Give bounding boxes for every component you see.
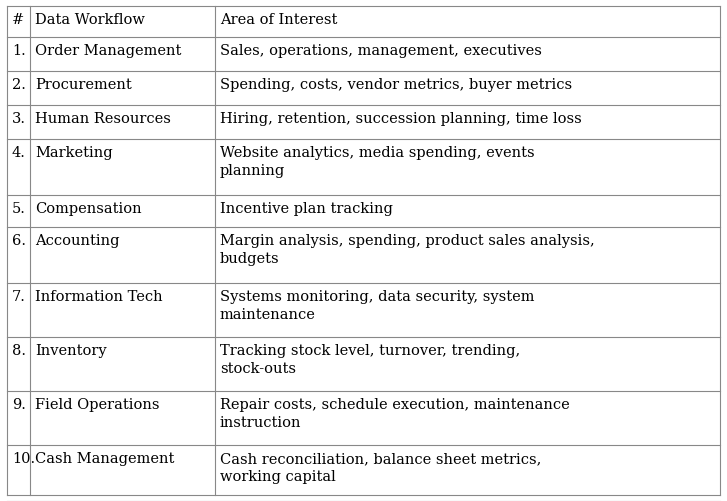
- Text: Website analytics, media spending, events
planning: Website analytics, media spending, event…: [220, 146, 534, 177]
- Text: 10.: 10.: [12, 451, 35, 465]
- Text: Data Workflow: Data Workflow: [35, 13, 145, 27]
- Text: Human Resources: Human Resources: [35, 112, 171, 126]
- Text: Incentive plan tracking: Incentive plan tracking: [220, 201, 393, 215]
- Text: Sales, operations, management, executives: Sales, operations, management, executive…: [220, 44, 542, 58]
- Text: 6.: 6.: [12, 233, 26, 247]
- Text: Cash reconciliation, balance sheet metrics,
working capital: Cash reconciliation, balance sheet metri…: [220, 451, 542, 483]
- Text: Repair costs, schedule execution, maintenance
instruction: Repair costs, schedule execution, mainte…: [220, 397, 570, 429]
- Text: 3.: 3.: [12, 112, 26, 126]
- Text: Procurement: Procurement: [35, 78, 132, 92]
- Text: 5.: 5.: [12, 201, 26, 215]
- Text: 1.: 1.: [12, 44, 25, 58]
- Text: 2.: 2.: [12, 78, 26, 92]
- Text: Margin analysis, spending, product sales analysis,
budgets: Margin analysis, spending, product sales…: [220, 233, 595, 266]
- Text: Area of Interest: Area of Interest: [220, 13, 337, 27]
- Text: 4.: 4.: [12, 146, 26, 160]
- Text: Inventory: Inventory: [35, 343, 107, 357]
- Text: Cash Management: Cash Management: [35, 451, 174, 465]
- Text: Hiring, retention, succession planning, time loss: Hiring, retention, succession planning, …: [220, 112, 582, 126]
- Text: #: #: [12, 13, 24, 27]
- Text: Order Management: Order Management: [35, 44, 181, 58]
- Text: Information Tech: Information Tech: [35, 290, 163, 304]
- Text: Accounting: Accounting: [35, 233, 119, 247]
- Text: Spending, costs, vendor metrics, buyer metrics: Spending, costs, vendor metrics, buyer m…: [220, 78, 572, 92]
- Text: Tracking stock level, turnover, trending,
stock-outs: Tracking stock level, turnover, trending…: [220, 343, 521, 375]
- Text: Field Operations: Field Operations: [35, 397, 159, 411]
- Text: 9.: 9.: [12, 397, 26, 411]
- Text: 8.: 8.: [12, 343, 26, 357]
- Text: 7.: 7.: [12, 290, 26, 304]
- Text: Compensation: Compensation: [35, 201, 142, 215]
- Text: Marketing: Marketing: [35, 146, 113, 160]
- Text: Systems monitoring, data security, system
maintenance: Systems monitoring, data security, syste…: [220, 290, 534, 321]
